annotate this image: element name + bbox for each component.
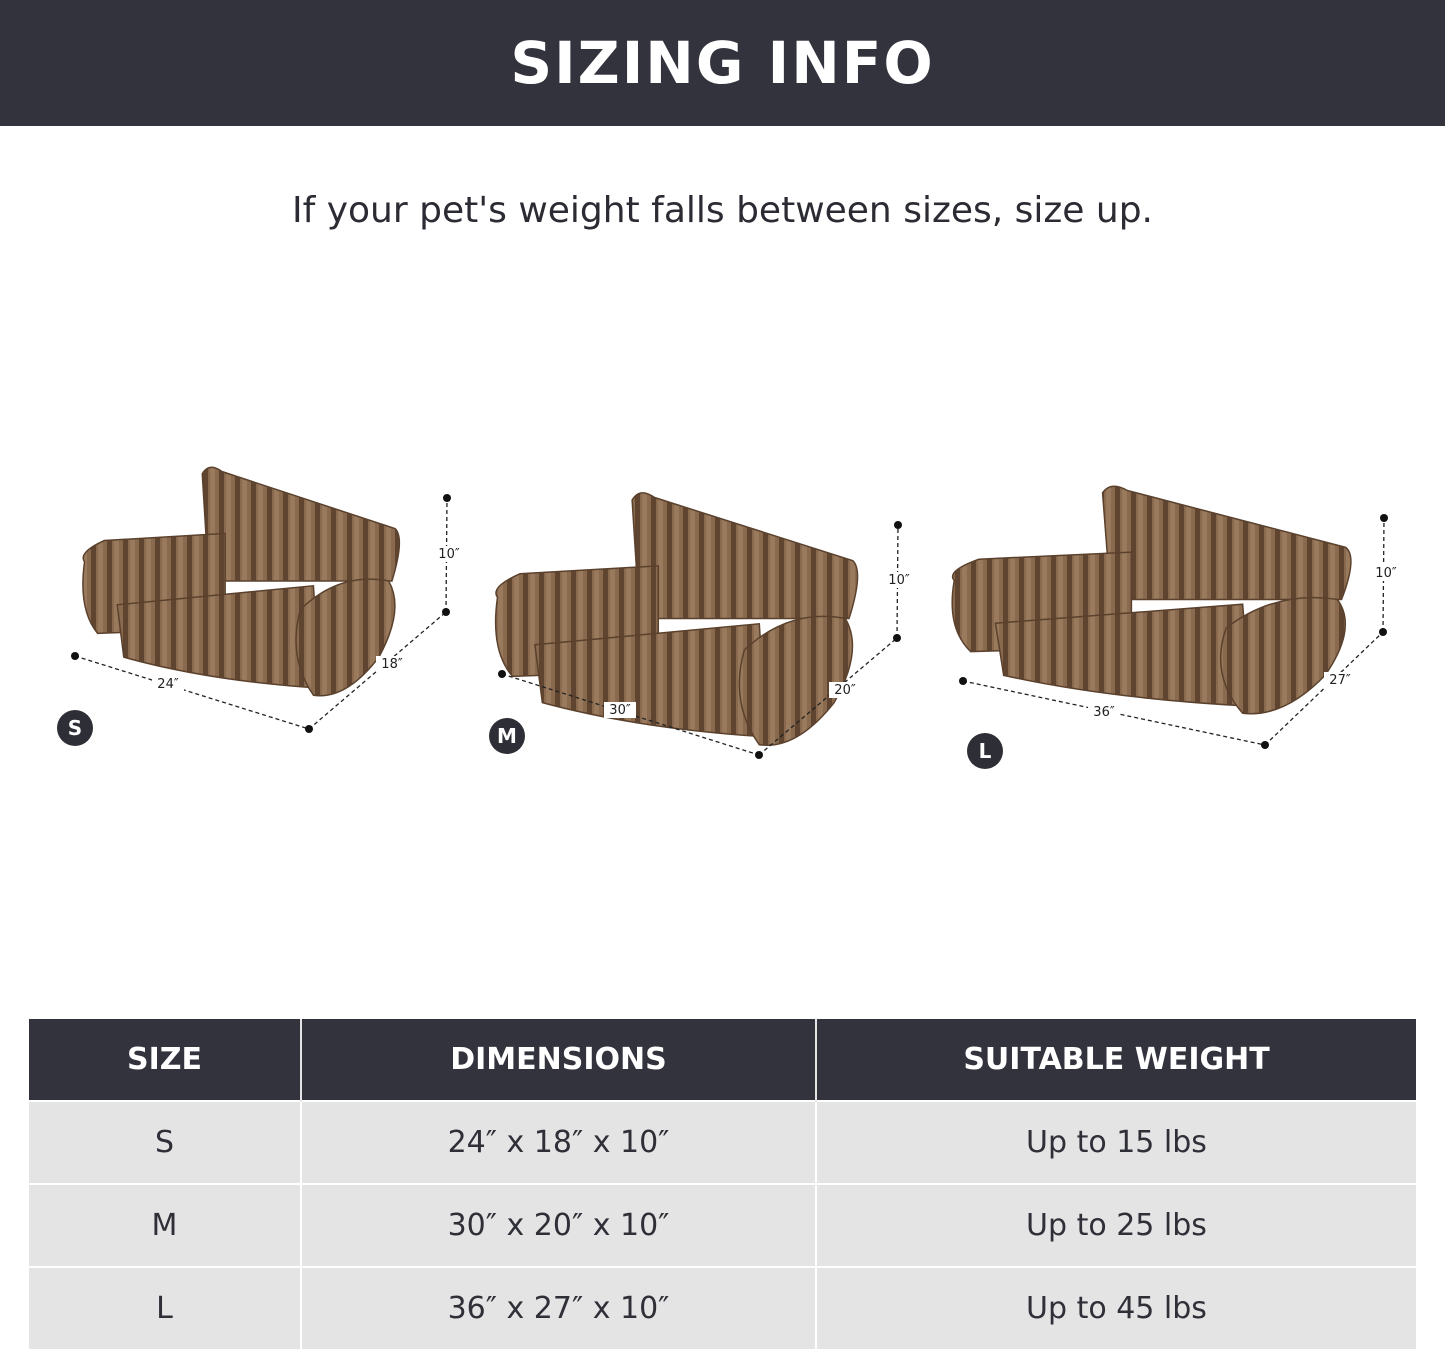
dimensions-cell: 30″ x 20″ x 10″ bbox=[301, 1183, 817, 1268]
dimension-dot bbox=[1261, 741, 1269, 749]
weight-cell: Up to 15 lbs bbox=[816, 1100, 1416, 1185]
dimension-label-width: 30″ bbox=[609, 703, 631, 718]
dimension-label-depth: 20″ bbox=[834, 683, 856, 698]
bed-illustrations: 24″ 18″ 10″ S 30″ 20″ 10″ M 36″ 27″ 10″ L bbox=[57, 466, 1402, 769]
size-cell: M bbox=[29, 1183, 302, 1268]
dimension-dot bbox=[1380, 514, 1388, 522]
label-background bbox=[1324, 672, 1356, 688]
dimension-label-height: 10″ bbox=[1375, 566, 1397, 581]
dimension-label-height: 10″ bbox=[888, 573, 910, 588]
size-badge bbox=[57, 710, 93, 746]
weight-cell: Up to 45 lbs bbox=[816, 1266, 1416, 1351]
size-cell: S bbox=[29, 1100, 302, 1185]
bed-backrest bbox=[631, 492, 859, 620]
dimension-label-width: 24″ bbox=[157, 677, 179, 692]
dimension-dot bbox=[894, 521, 902, 529]
bed-cushion bbox=[116, 584, 321, 689]
bed-backrest bbox=[1101, 485, 1352, 601]
label-background bbox=[152, 676, 184, 692]
label-background bbox=[1088, 704, 1120, 720]
dimension-label-depth: 27″ bbox=[1329, 673, 1351, 688]
size-badge bbox=[967, 733, 1003, 769]
bed-s: 24″ 18″ 10″ S bbox=[57, 466, 465, 746]
table-header-row: SIZE DIMENSIONS SUITABLE WEIGHT bbox=[29, 1019, 1416, 1101]
dimension-label-depth: 18″ bbox=[381, 657, 403, 672]
page-title: SIZING INFO bbox=[510, 29, 935, 97]
bed-l: 36″ 27″ 10″ L bbox=[951, 485, 1402, 769]
dimension-line bbox=[758, 637, 898, 756]
sizing-advice: If your pet's weight falls between sizes… bbox=[291, 190, 1153, 231]
weight-cell: Up to 25 lbs bbox=[816, 1183, 1416, 1268]
dimension-dot bbox=[442, 608, 450, 616]
table-row: L 36″ x 27″ x 10″ Up to 45 lbs bbox=[29, 1266, 1416, 1351]
size-badge-label: L bbox=[979, 739, 992, 763]
size-badge-label: M bbox=[497, 724, 517, 748]
dimension-dot bbox=[71, 652, 79, 660]
dimension-line bbox=[308, 611, 447, 730]
bed-m: 30″ 20″ 10″ M bbox=[489, 492, 915, 759]
label-background bbox=[376, 656, 408, 672]
dimension-dot bbox=[959, 677, 967, 685]
size-cell: L bbox=[29, 1266, 302, 1351]
column-header-weight: SUITABLE WEIGHT bbox=[816, 1019, 1416, 1101]
table-row: S 24″ x 18″ x 10″ Up to 15 lbs bbox=[29, 1100, 1416, 1185]
bed-cushion bbox=[994, 603, 1252, 707]
dimension-label-height: 10″ bbox=[438, 547, 460, 562]
dimension-dot bbox=[443, 494, 451, 502]
label-background bbox=[883, 572, 915, 588]
table-row: M 30″ x 20″ x 10″ Up to 25 lbs bbox=[29, 1183, 1416, 1268]
bed-right-arm bbox=[738, 615, 854, 747]
label-background bbox=[604, 702, 636, 718]
dimension-dot bbox=[305, 725, 313, 733]
dimension-dot bbox=[498, 670, 506, 678]
label-background bbox=[1370, 565, 1402, 581]
dimension-dot bbox=[1379, 628, 1387, 636]
bed-backrest bbox=[201, 466, 401, 582]
dimension-dot bbox=[755, 751, 763, 759]
header-banner: SIZING INFO bbox=[0, 0, 1445, 126]
dimension-line bbox=[1264, 631, 1384, 746]
size-badge bbox=[489, 718, 525, 754]
dimension-dot bbox=[893, 634, 901, 642]
column-header-dimensions: DIMENSIONS bbox=[301, 1019, 817, 1101]
dimension-line bbox=[74, 655, 310, 730]
dimensions-cell: 36″ x 27″ x 10″ bbox=[301, 1266, 817, 1351]
sizing-table: SIZE DIMENSIONS SUITABLE WEIGHT S 24″ x … bbox=[29, 1019, 1416, 1351]
dimensions-cell: 24″ x 18″ x 10″ bbox=[301, 1100, 817, 1185]
size-badge-label: S bbox=[68, 716, 82, 740]
column-header-size: SIZE bbox=[29, 1019, 302, 1101]
label-background bbox=[829, 682, 861, 698]
label-background bbox=[433, 546, 465, 562]
dimension-label-width: 36″ bbox=[1093, 705, 1115, 720]
